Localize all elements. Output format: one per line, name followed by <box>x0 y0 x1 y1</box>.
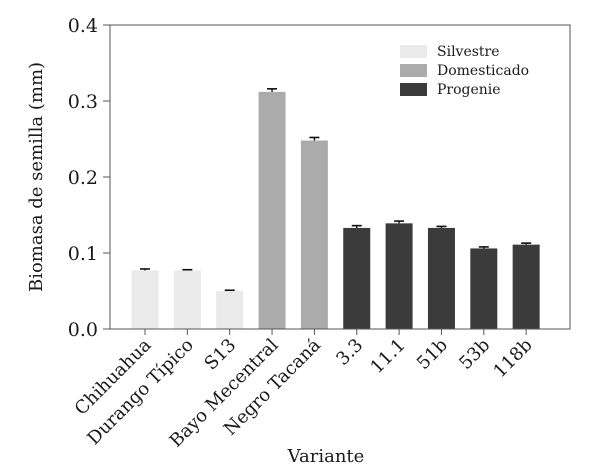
x-tick-label: 53b <box>455 335 494 374</box>
y-tick-label: 0.4 <box>68 15 98 37</box>
legend-swatch <box>400 83 427 96</box>
bar <box>427 227 455 329</box>
x-tick-label: 51b <box>413 335 452 374</box>
x-tick-label: 118b <box>489 335 536 382</box>
x-tick-label: 11.1 <box>366 335 409 378</box>
bar <box>216 291 244 329</box>
legend-label: Domesticado <box>437 63 529 79</box>
plot-frame <box>109 24 571 330</box>
legend-swatch <box>400 45 427 58</box>
legend-swatch <box>400 64 427 77</box>
bar <box>470 248 498 329</box>
error-bars-group <box>140 88 532 292</box>
bar <box>300 140 328 329</box>
y-tick-label: 0.3 <box>68 91 98 113</box>
legend-label: Progenie <box>437 82 501 98</box>
y-tick-label: 0.1 <box>68 243 98 265</box>
bar <box>173 270 201 329</box>
y-tick-label: 0.2 <box>68 167 98 189</box>
x-axis-title: Variante <box>287 446 365 467</box>
y-axis-title: Biomasa de semilla (mm) <box>26 62 47 292</box>
y-axis-ticks: 0.0 0.1 0.2 0.3 0.4 <box>68 15 110 341</box>
legend: Silvestre Domesticado Progenie <box>400 44 529 98</box>
y-tick-label: 0.0 <box>68 319 98 341</box>
bars-group <box>131 91 540 329</box>
bar <box>258 91 286 329</box>
bar <box>131 270 159 329</box>
bar <box>512 244 540 329</box>
bar <box>385 223 413 329</box>
x-tick-label: 3.3 <box>332 335 367 370</box>
legend-label: Silvestre <box>437 44 500 60</box>
bar <box>343 227 371 329</box>
